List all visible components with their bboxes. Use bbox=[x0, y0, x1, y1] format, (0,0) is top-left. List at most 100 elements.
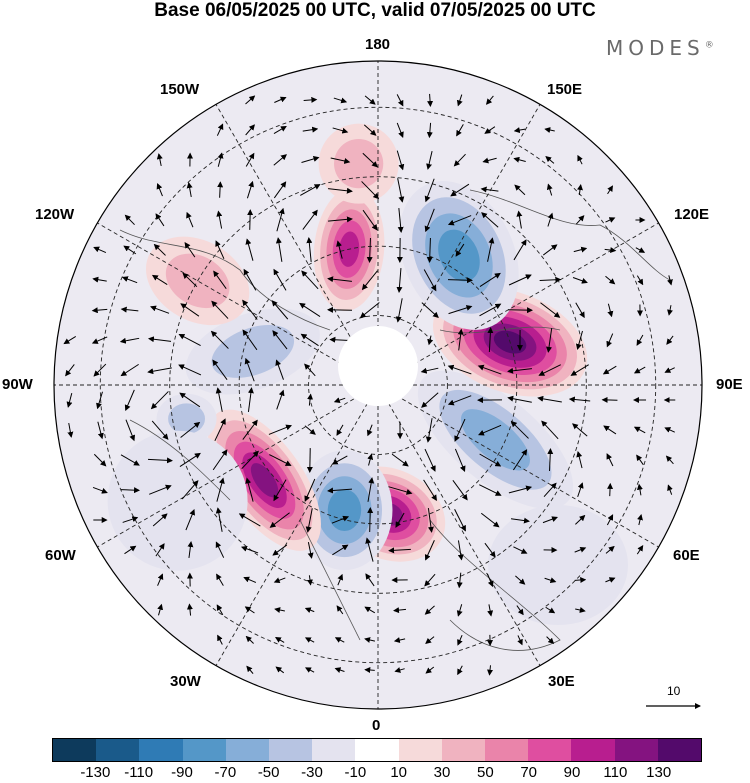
wind-vector bbox=[245, 95, 256, 105]
meridian-line bbox=[377, 384, 541, 666]
brand-logo: MODES® bbox=[606, 36, 714, 60]
wind-vector bbox=[307, 393, 314, 406]
wind-vector bbox=[242, 329, 258, 351]
colorbar-swatch bbox=[614, 739, 658, 761]
wind-vector bbox=[633, 426, 646, 434]
wind-vector bbox=[396, 94, 404, 107]
wind-vector bbox=[576, 450, 583, 469]
wind-vector bbox=[635, 247, 646, 253]
wind-vector bbox=[330, 157, 351, 164]
wind-vector bbox=[425, 418, 433, 443]
wind-vector bbox=[212, 449, 228, 471]
wind-vector bbox=[245, 477, 254, 502]
wind-vector bbox=[269, 512, 290, 528]
wind-vector bbox=[246, 180, 254, 199]
wind-vector bbox=[151, 274, 168, 286]
wind-vector bbox=[546, 636, 555, 645]
wind-vector bbox=[337, 573, 344, 586]
wind-vector bbox=[274, 607, 285, 613]
wind-vector bbox=[63, 335, 77, 345]
colorbar-swatch bbox=[225, 739, 270, 761]
wind-vector bbox=[364, 667, 375, 674]
colorbar-tick-label: 90 bbox=[563, 764, 581, 781]
wind-vector bbox=[510, 517, 530, 524]
wind-vector bbox=[243, 576, 257, 583]
reference-vector-label: 10 bbox=[667, 684, 681, 698]
latitude-circle bbox=[238, 245, 518, 525]
wind-vector bbox=[570, 364, 589, 376]
wind-vector bbox=[606, 333, 614, 348]
wind-vector bbox=[666, 335, 674, 345]
wind-vector bbox=[178, 333, 201, 347]
wind-vector bbox=[120, 363, 139, 377]
wind-vector bbox=[306, 575, 313, 586]
wind-vector bbox=[307, 542, 314, 559]
wind-vector bbox=[424, 178, 435, 203]
wind-vector bbox=[276, 389, 285, 410]
wind-vector bbox=[213, 270, 227, 289]
wind-vector bbox=[364, 606, 376, 614]
wind-vector bbox=[481, 212, 499, 228]
lon-label-180: 180 bbox=[365, 36, 391, 53]
wind-vector bbox=[577, 482, 584, 498]
wind-vector bbox=[513, 156, 526, 163]
wind-vector bbox=[184, 242, 196, 258]
wind-vector bbox=[572, 277, 588, 284]
wind-vector bbox=[247, 209, 254, 230]
wind-vector bbox=[388, 486, 413, 495]
wind-vector bbox=[423, 269, 437, 292]
wind-vector bbox=[92, 276, 107, 283]
wind-vector bbox=[334, 667, 345, 673]
wind-vector bbox=[479, 272, 501, 287]
wind-vector bbox=[275, 237, 283, 262]
wind-vector bbox=[393, 607, 407, 614]
colorbar-tick-label: 10 bbox=[390, 764, 407, 781]
wind-vector bbox=[273, 125, 287, 134]
wind-vector bbox=[516, 605, 524, 616]
wind-vector bbox=[150, 391, 169, 410]
colorbar-tick-label: 110 bbox=[603, 764, 628, 781]
wind-vector bbox=[153, 243, 166, 256]
wind-vector bbox=[574, 576, 587, 583]
wind-vector bbox=[240, 545, 259, 554]
wind-vector bbox=[66, 392, 73, 408]
wind-vector bbox=[361, 181, 380, 200]
wind-vector bbox=[156, 153, 163, 167]
wind-vector bbox=[216, 477, 225, 502]
wind-vector bbox=[447, 364, 472, 375]
wind-vector bbox=[456, 124, 464, 137]
colorbar-swatch bbox=[355, 739, 399, 761]
lon-label-30e: 30E bbox=[548, 673, 575, 690]
wind-vector bbox=[215, 240, 225, 260]
wind-vector bbox=[394, 667, 405, 673]
colorbar-tick-label: 130 bbox=[646, 764, 672, 781]
wind-vector bbox=[572, 423, 588, 437]
positive-anomaly bbox=[318, 123, 399, 204]
wind-vector bbox=[636, 483, 643, 496]
wind-vector bbox=[664, 427, 675, 433]
wind-vector bbox=[302, 126, 319, 133]
wind-vector bbox=[479, 453, 502, 467]
wind-vector bbox=[447, 277, 473, 284]
wind-vector bbox=[486, 573, 494, 588]
wind-vector bbox=[304, 607, 315, 613]
colorbar-swatch bbox=[485, 739, 529, 761]
wind-vector bbox=[364, 95, 376, 105]
wind-vector bbox=[245, 124, 255, 136]
lon-label-90w: 90W bbox=[2, 376, 33, 393]
wind-vector bbox=[421, 392, 439, 408]
wind-vector bbox=[484, 542, 496, 558]
wind-vector bbox=[276, 207, 285, 232]
wind-vector bbox=[274, 637, 285, 643]
wind-vector bbox=[216, 604, 224, 616]
wind-vector bbox=[186, 603, 193, 616]
meridian-line bbox=[97, 384, 379, 548]
wind-vector bbox=[303, 96, 318, 103]
wind-vector bbox=[547, 448, 554, 471]
wind-vector bbox=[152, 513, 168, 527]
wind-vector bbox=[301, 270, 319, 290]
wind-vector bbox=[185, 509, 195, 531]
wind-vector bbox=[456, 572, 463, 589]
wind-vector bbox=[364, 637, 376, 643]
wind-vector bbox=[547, 212, 554, 227]
